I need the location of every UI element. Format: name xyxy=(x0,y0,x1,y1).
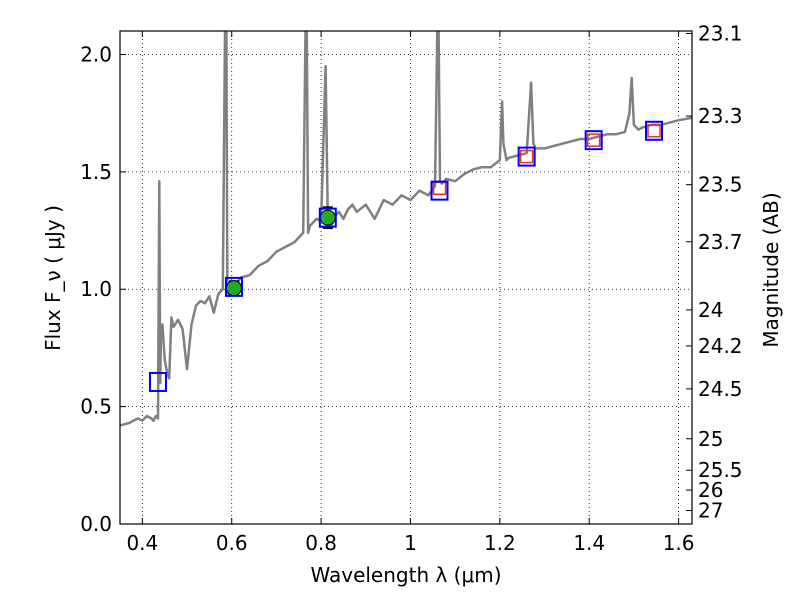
x-tick-label: 1.6 xyxy=(663,531,695,555)
y-tick-label: 0.0 xyxy=(80,512,112,536)
spectrum-layer xyxy=(120,31,692,427)
observed-point xyxy=(225,280,242,297)
x-tick-label: 0.8 xyxy=(305,531,337,555)
mag-tick-label: 23.7 xyxy=(698,230,743,254)
x-axis: 0.4 0.6 0.8 1 1.2 1.4 1.6 xyxy=(126,31,695,555)
mag-tick-label: 25.5 xyxy=(698,458,743,482)
y-tick-label: 0.5 xyxy=(80,395,112,419)
x-tick-label: 1.4 xyxy=(573,531,605,555)
model-point xyxy=(430,180,449,201)
right-axis-title: Magnitude (AB) xyxy=(759,192,783,347)
model-point xyxy=(224,276,243,297)
upper-limit-point xyxy=(519,149,534,164)
upper-limit-point xyxy=(647,124,661,138)
mag-tick-label: 24 xyxy=(698,298,723,322)
mag-tick-label: 26 xyxy=(698,478,723,502)
mag-tick-label: 23.1 xyxy=(698,22,743,46)
x-axis-title: Wavelength λ (μm) xyxy=(310,563,501,587)
mag-tick-label: 23.3 xyxy=(698,104,743,128)
y-axis-left: 0.0 0.5 1.0 1.5 2.0 xyxy=(80,42,126,536)
markers-layer xyxy=(148,120,664,392)
y-tick-label: 1.5 xyxy=(80,160,112,184)
x-tick-label: 1.2 xyxy=(484,531,516,555)
upper-limit-point xyxy=(586,133,601,147)
mag-tick-label: 24.5 xyxy=(698,377,743,401)
y-tick-label: 1.0 xyxy=(80,277,112,301)
observed-point xyxy=(319,209,336,226)
x-tick-label: 0.4 xyxy=(126,531,158,555)
model-point xyxy=(148,371,167,392)
x-tick-label: 0.6 xyxy=(216,531,248,555)
x-tick-label: 1 xyxy=(404,531,417,555)
mag-tick-label: 23.5 xyxy=(698,173,743,197)
model-point xyxy=(584,130,603,151)
model-point xyxy=(318,207,337,228)
y-tick-label: 2.0 xyxy=(80,42,112,66)
spectrum-line xyxy=(120,31,692,427)
plot-frame xyxy=(119,30,693,525)
mag-tick-label: 27 xyxy=(698,498,723,522)
model-point xyxy=(645,120,664,141)
mag-tick-label: 25 xyxy=(698,427,723,451)
mag-tick-label: 24.2 xyxy=(698,334,743,358)
y-axis-title: Flux F_ν ( μJy ) xyxy=(41,205,65,351)
model-point xyxy=(517,146,536,167)
grid-lines xyxy=(120,31,692,525)
